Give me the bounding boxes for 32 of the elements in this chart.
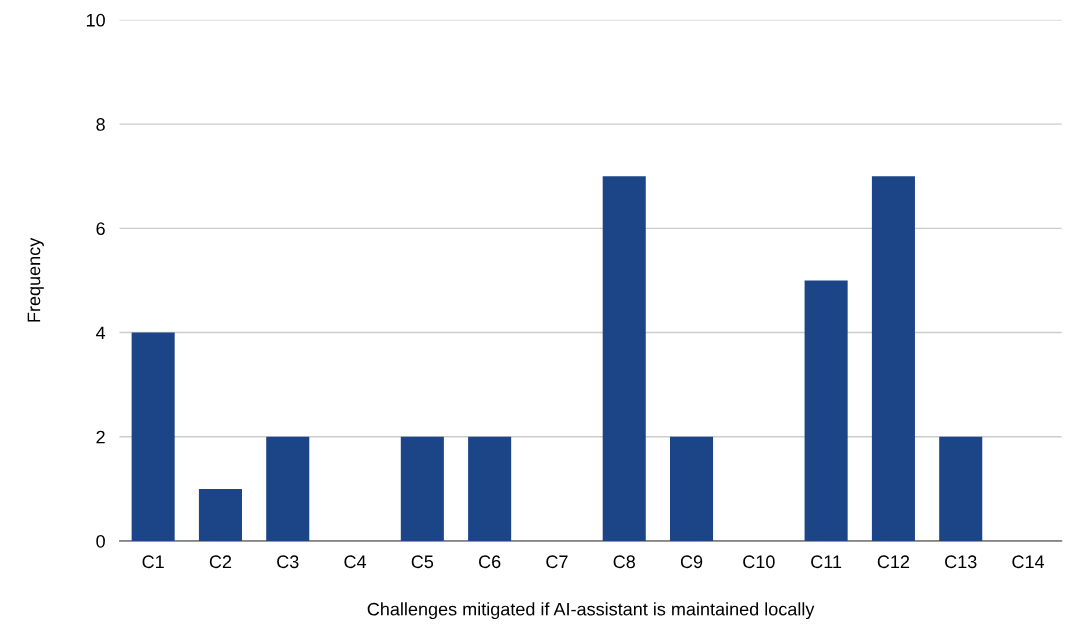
- bar: [939, 436, 983, 541]
- x-tick-label: C12: [877, 555, 910, 569]
- x-axis-title: Challenges mitigated if AI-assistant is maintained locally: [367, 602, 815, 620]
- y-tick-label: 8: [96, 118, 105, 131]
- x-tick-label: C14: [1012, 555, 1045, 569]
- bar: [198, 488, 242, 541]
- y-tick-label: 10: [86, 13, 105, 27]
- x-tick-label: C8: [613, 555, 635, 569]
- x-tick-label: C2: [209, 555, 232, 569]
- bar: [670, 436, 714, 541]
- x-tick-label: C10: [743, 555, 775, 569]
- bar: [602, 176, 646, 541]
- x-tick-label: C5: [411, 555, 434, 569]
- bar: [131, 332, 175, 541]
- y-tick-label: 2: [96, 430, 105, 444]
- y-axis-title: Frequency: [27, 237, 44, 322]
- x-tick-label: C11: [811, 555, 842, 569]
- y-tick-label: 4: [95, 326, 106, 340]
- y-tick-label: 0: [96, 534, 105, 548]
- bar: [400, 436, 444, 541]
- x-tick-label: C6: [479, 555, 501, 569]
- x-tick-label: C9: [680, 555, 703, 569]
- x-tick-label: C3: [277, 555, 299, 569]
- y-tick-label: 6: [96, 222, 105, 236]
- x-tick-label: C1: [142, 555, 164, 569]
- x-tick-label: C7: [546, 555, 568, 569]
- bar: [468, 436, 512, 541]
- bar: [266, 436, 310, 541]
- x-tick-label: C13: [945, 555, 977, 569]
- x-tick-label: C4: [344, 555, 367, 569]
- bar: [804, 280, 848, 541]
- bar: [871, 176, 915, 541]
